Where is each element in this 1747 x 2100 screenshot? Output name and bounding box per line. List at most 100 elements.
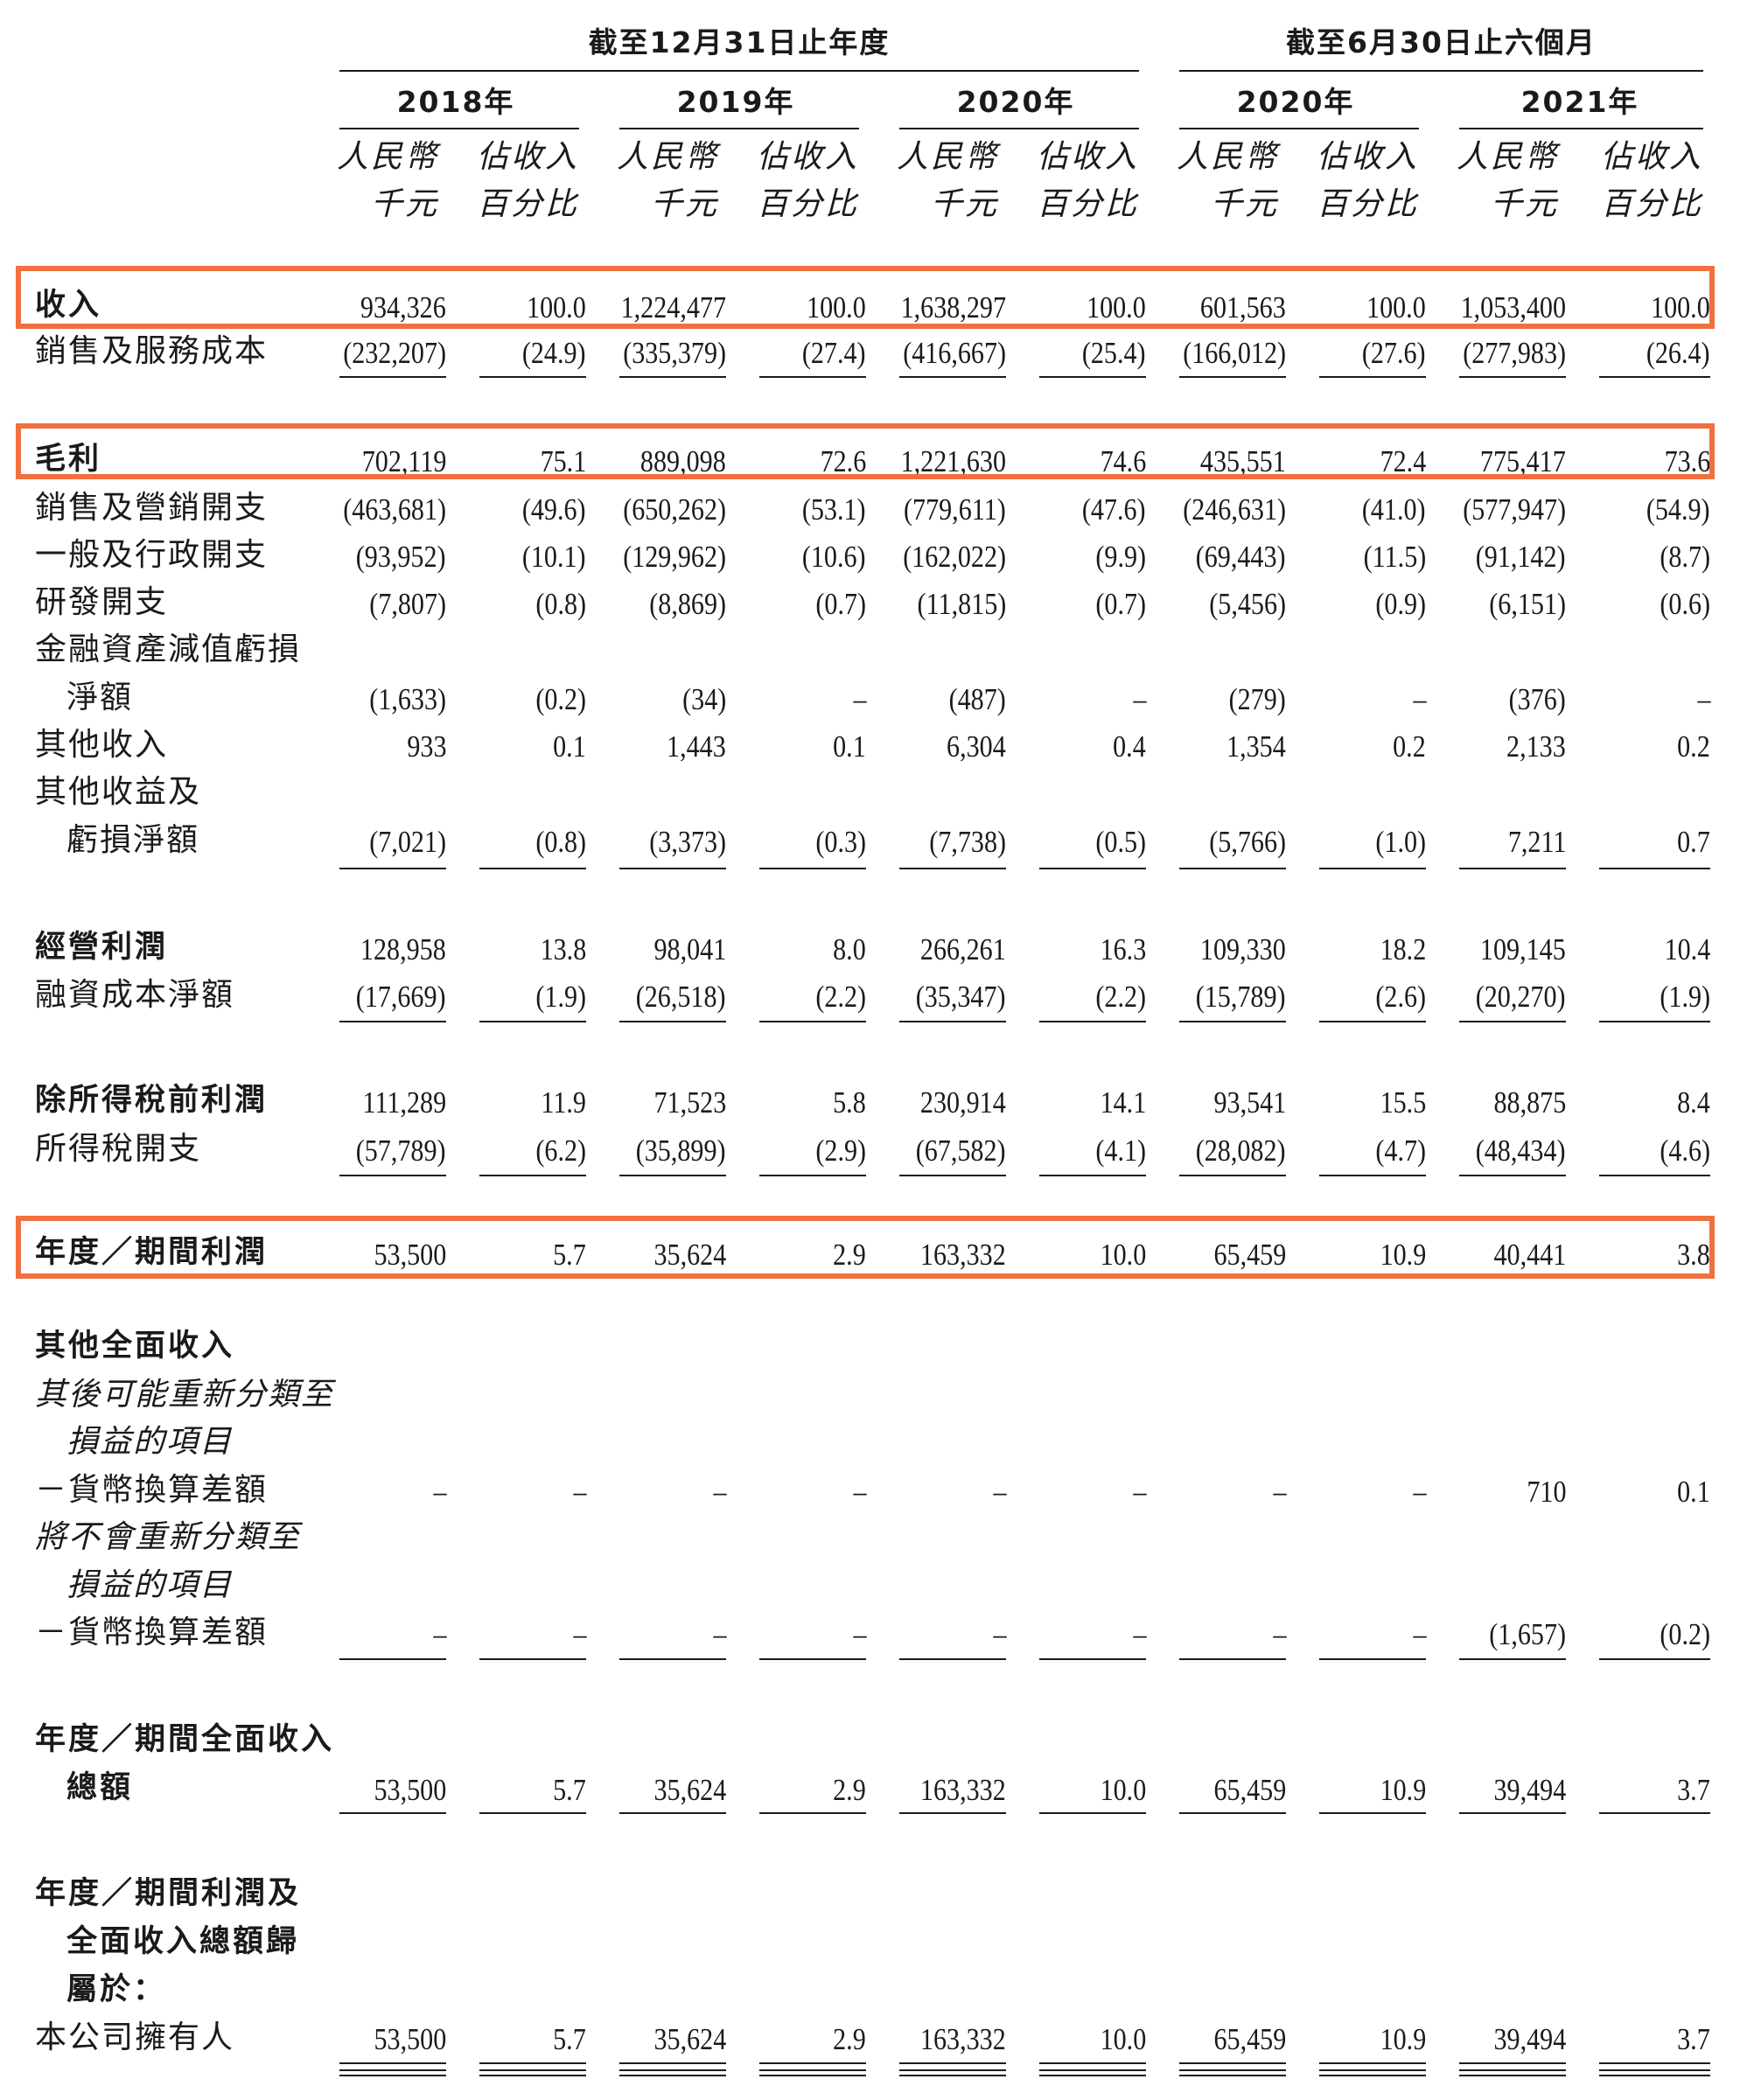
subtotal-rule — [1039, 868, 1146, 869]
amount-cell: (48,434) — [1476, 1134, 1566, 1168]
unit-label-percent: 佔收入 — [1036, 139, 1139, 175]
amount-cell: 163,332 — [920, 2022, 1006, 2056]
row-label-continued: 損益的項目 — [66, 1567, 234, 1603]
percent-cell: 100.0 — [1651, 290, 1710, 324]
percent-cell: (4.6) — [1660, 1134, 1710, 1168]
subtotal-rule — [1459, 1021, 1566, 1022]
subtotal-rule — [759, 1658, 866, 1660]
year-rule — [1179, 128, 1419, 129]
year-header: 2020年 — [1236, 85, 1355, 119]
amount-cell: 6,304 — [947, 729, 1006, 764]
total-double-rule — [899, 2069, 1006, 2071]
unit-label-of-revenue: 百分比 — [1036, 186, 1139, 222]
year-header: 2018年 — [396, 85, 515, 119]
percent-cell: – — [1132, 1475, 1146, 1509]
subtotal-rule — [1599, 1812, 1710, 1814]
percent-cell: 10.4 — [1664, 932, 1710, 966]
amount-cell: (277,983) — [1463, 336, 1566, 370]
amount-cell: – — [1272, 1617, 1286, 1651]
unit-label-of-revenue: 百分比 — [1600, 186, 1703, 222]
percent-cell: 8.0 — [833, 932, 866, 966]
subtotal-rule — [479, 868, 586, 869]
amount-cell: – — [432, 1475, 446, 1509]
percent-cell: (0.7) — [1095, 587, 1146, 621]
amount-cell: 775,417 — [1480, 444, 1566, 478]
total-double-rule — [759, 2062, 866, 2064]
percent-cell: – — [572, 1475, 586, 1509]
subtotal-rule — [899, 1175, 1006, 1176]
subtotal-rule — [1039, 1175, 1146, 1176]
year-header: 2020年 — [956, 85, 1075, 119]
percent-cell: (6.2) — [535, 1134, 586, 1168]
percent-cell: 5.7 — [553, 1238, 586, 1272]
row-label: 年度／期間利潤及 — [35, 1876, 302, 1911]
row-label: 其他收入 — [35, 727, 169, 763]
amount-cell: 1,224,477 — [620, 290, 726, 324]
percent-cell: – — [1132, 1617, 1146, 1651]
percent-cell: (8.7) — [1660, 540, 1710, 574]
row-label: 經營利潤 — [35, 930, 169, 965]
subtotal-rule — [1179, 868, 1286, 869]
percent-cell: 2.9 — [833, 1773, 866, 1807]
subtotal-rule — [619, 868, 726, 869]
amount-cell: 65,459 — [1213, 1238, 1286, 1272]
subtotal-rule — [1319, 1812, 1426, 1814]
amount-cell: (129,962) — [623, 540, 726, 574]
total-double-rule — [1319, 2075, 1426, 2076]
subtotal-rule — [619, 1021, 726, 1022]
total-double-rule — [479, 2075, 586, 2076]
percent-cell: (25.4) — [1082, 336, 1146, 370]
amount-cell: 2,133 — [1506, 729, 1566, 764]
subtotal-rule — [1599, 1021, 1710, 1022]
total-double-rule — [759, 2075, 866, 2076]
subtotal-rule — [339, 1658, 446, 1660]
subtotal-rule — [619, 1812, 726, 1814]
percent-cell: (4.7) — [1375, 1134, 1426, 1168]
subtotal-rule — [1459, 1658, 1566, 1660]
amount-cell: (376) — [1508, 682, 1566, 716]
subtotal-rule — [1039, 376, 1146, 378]
amount-cell: (650,262) — [623, 492, 726, 527]
unit-label-thousand: 千元 — [650, 186, 719, 222]
amount-cell: (69,443) — [1196, 540, 1286, 574]
total-double-rule — [1039, 2069, 1146, 2071]
percent-cell: – — [1132, 682, 1146, 716]
row-label-continued: 全面收入總額歸 — [66, 1924, 300, 1959]
amount-cell: 266,261 — [920, 932, 1006, 966]
total-double-rule — [1039, 2062, 1146, 2064]
amount-cell: (34) — [681, 682, 726, 716]
amount-cell: 1,354 — [1226, 729, 1286, 764]
subtotal-rule — [619, 1175, 726, 1176]
unit-label-of-revenue: 百分比 — [756, 186, 859, 222]
percent-cell: 74.6 — [1100, 444, 1146, 478]
percent-cell: (0.6) — [1660, 587, 1710, 621]
amount-cell: (91,142) — [1476, 540, 1566, 574]
percent-cell: – — [1696, 682, 1710, 716]
amount-cell: 7,211 — [1507, 825, 1566, 859]
subtotal-rule — [1319, 1021, 1426, 1022]
subtotal-rule — [1319, 868, 1426, 869]
percent-cell: (0.9) — [1375, 587, 1426, 621]
total-double-rule — [339, 2069, 446, 2071]
highlight-box — [16, 1216, 1715, 1279]
amount-cell: 71,523 — [653, 1085, 726, 1120]
header-rule-annual — [339, 70, 1139, 72]
percent-cell: 100.0 — [527, 290, 586, 324]
unit-label-percent: 佔收入 — [1600, 139, 1703, 175]
total-double-rule — [619, 2075, 726, 2076]
amount-cell: 65,459 — [1213, 2022, 1286, 2056]
unit-label-rmb: 人民幣 — [616, 139, 719, 175]
percent-cell: – — [852, 1617, 866, 1651]
subtotal-rule — [619, 1658, 726, 1660]
percent-cell: (10.6) — [802, 540, 866, 574]
percent-cell: (0.2) — [1660, 1617, 1710, 1651]
percent-cell: (2.6) — [1375, 980, 1426, 1014]
amount-cell: 163,332 — [920, 1238, 1006, 1272]
row-label: 年度／期間利潤 — [35, 1235, 269, 1270]
percent-cell: 5.7 — [553, 2022, 586, 2056]
amount-cell: 35,624 — [653, 1773, 726, 1807]
percent-cell: 11.9 — [541, 1085, 586, 1120]
highlight-box — [16, 423, 1715, 479]
subtotal-rule — [759, 376, 866, 378]
